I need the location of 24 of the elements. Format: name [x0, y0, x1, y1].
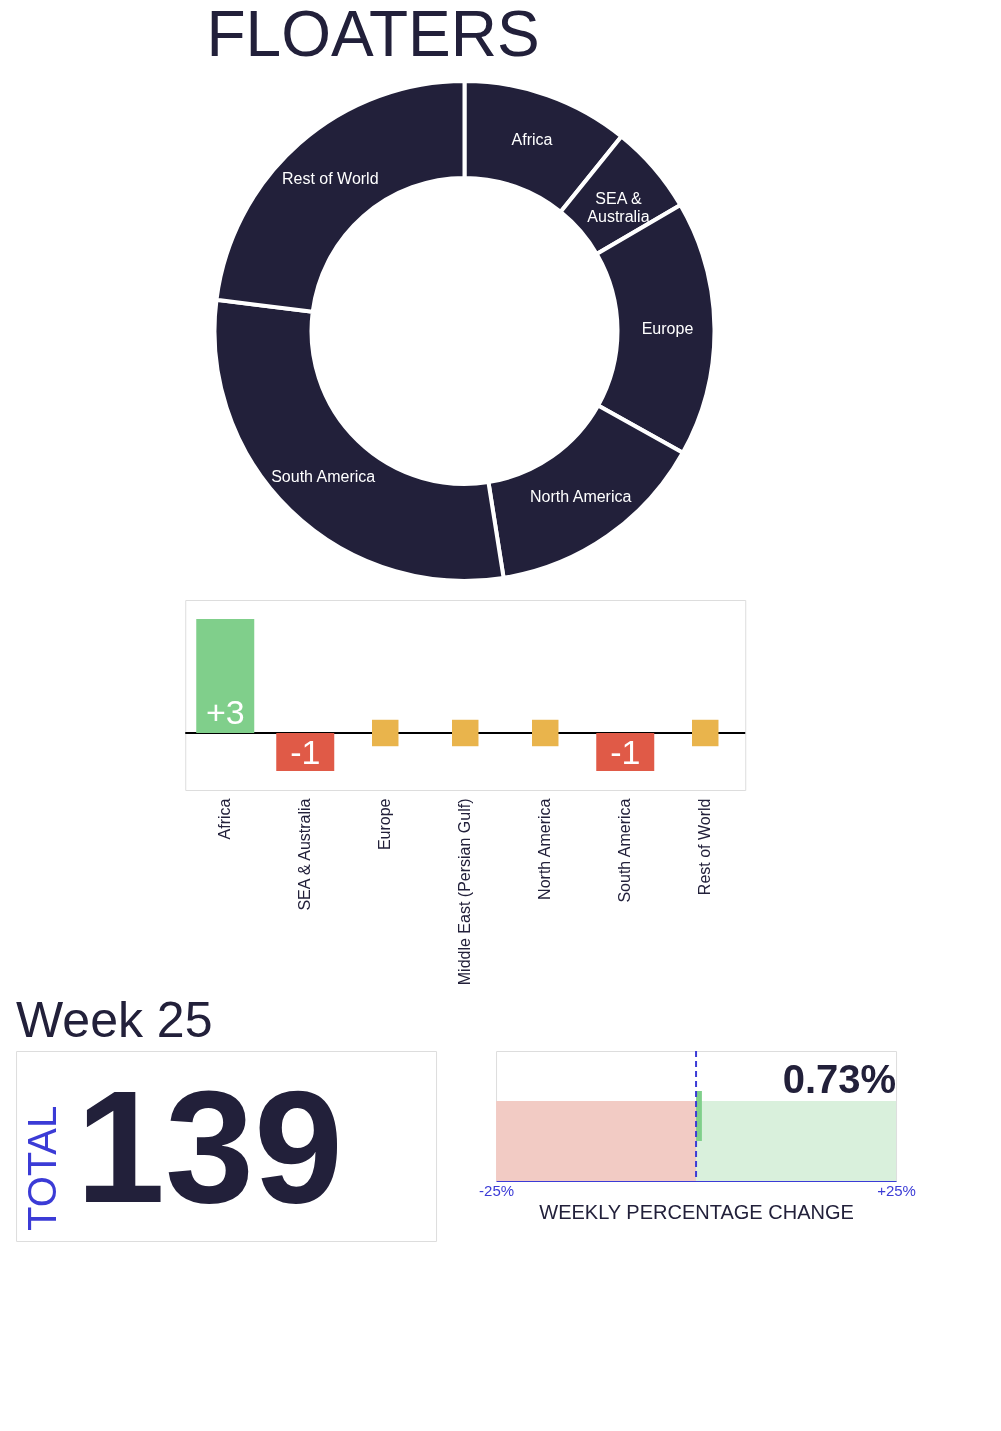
data-label: -1: [610, 733, 641, 771]
data-label: -1: [290, 733, 321, 771]
x-axis-title: WEEKLY PERCENTAGE CHANGE: [539, 1200, 854, 1223]
slice-label: South America: [271, 467, 376, 485]
x-tick-label: Rest of World: [696, 798, 714, 896]
slice-label: Rest of World: [281, 169, 379, 187]
x-tick-label: Africa: [216, 798, 234, 840]
data-label: 0.73%: [782, 1057, 897, 1101]
x-tick-label: Middle East (Persian Gulf): [456, 798, 474, 986]
x-tick-label: SEA & Australia: [296, 798, 314, 911]
slice-label: North America: [530, 488, 632, 506]
x-tick-label: South America: [616, 798, 634, 903]
x-tick-label: -25%: [479, 1181, 515, 1199]
data-label: +3: [205, 693, 245, 731]
slice-label: SEA & Australia: [587, 189, 650, 225]
slice-label: Europe: [641, 320, 694, 338]
x-tick-label: Europe: [376, 798, 394, 851]
slice-label: Africa: [511, 130, 553, 148]
x-tick-label: +25%: [877, 1181, 916, 1199]
chart-title: FLOATERS: [206, 0, 540, 70]
text: TOTAL: [20, 1105, 65, 1231]
x-tick-label: North America: [536, 798, 554, 900]
text: 139: [76, 1057, 344, 1236]
text: Week 25: [16, 992, 213, 1048]
